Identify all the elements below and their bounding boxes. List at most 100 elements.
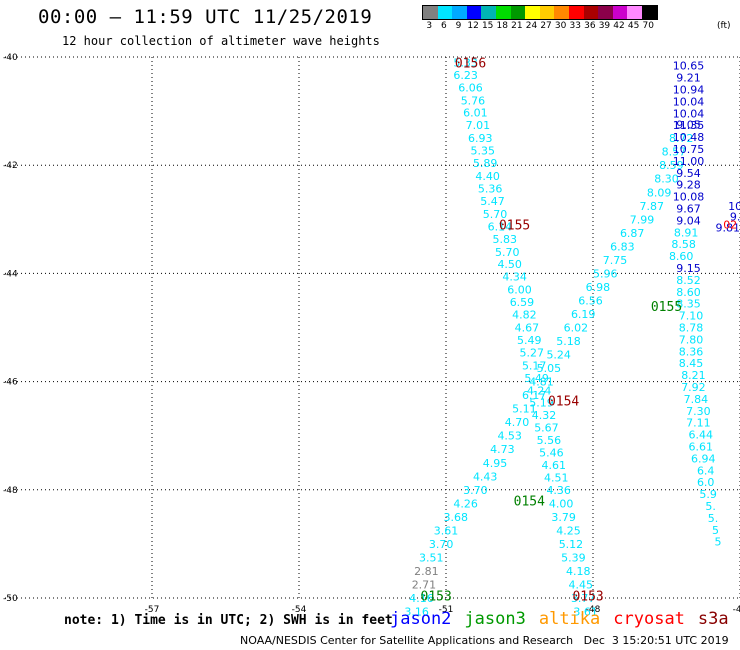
wave-height-value: 7.84 bbox=[684, 393, 709, 406]
wave-height-value: 4.25 bbox=[556, 524, 581, 537]
wave-height-value: 8.45 bbox=[679, 357, 704, 370]
color-scale-label: 70 bbox=[642, 21, 654, 31]
y-tick-label: -48 bbox=[3, 486, 18, 496]
wave-height-value: 5.9 bbox=[699, 488, 717, 501]
wave-height-value: 4.24 bbox=[527, 384, 552, 397]
legend-item-jason3: jason3 bbox=[464, 609, 526, 629]
color-swatch bbox=[583, 6, 599, 19]
wave-height-value: 6.14 bbox=[488, 220, 513, 233]
wave-height-value: 6.4 bbox=[697, 464, 715, 477]
wave-height-value: 2.81 bbox=[414, 565, 439, 578]
wave-height-value: 8.09 bbox=[647, 186, 672, 199]
wave-height-value: 3.79 bbox=[551, 511, 576, 524]
wave-height-value: 5.35 bbox=[471, 145, 496, 158]
wave-height-value: 6.00 bbox=[507, 284, 532, 297]
x-tick-label: -57 bbox=[145, 605, 160, 615]
wave-height-value: 9.05 bbox=[676, 119, 701, 132]
wave-height-value: 6.44 bbox=[689, 429, 714, 442]
wave-height-value: 10.04 bbox=[673, 107, 705, 120]
wave-height-value: 4.32 bbox=[532, 409, 557, 422]
wave-height-value: 6.59 bbox=[510, 296, 535, 309]
footer-note: note: 1) Time is in UTC; 2) SWH is in fe… bbox=[64, 613, 393, 628]
wave-height-value: 5.67 bbox=[534, 422, 559, 435]
x-tick-label: -51 bbox=[439, 605, 454, 615]
wave-height-value: 9.04 bbox=[676, 214, 701, 227]
wave-height-value: 5.89 bbox=[473, 157, 498, 170]
pass-time-label: 0154 bbox=[548, 395, 579, 410]
wave-height-value: 5.83 bbox=[493, 233, 518, 246]
wave-height-value: 6.02 bbox=[564, 322, 589, 335]
wave-height-value: 6.01 bbox=[463, 107, 488, 120]
satellite-legend: jason2 jason3 altika cryosat s3a bbox=[390, 609, 729, 629]
wave-height-value: 5.96 bbox=[593, 267, 618, 280]
wave-height-value: 9.81 bbox=[716, 221, 740, 234]
wave-height-value: 7.10 bbox=[679, 310, 704, 323]
wave-height-value: 6.94 bbox=[691, 452, 716, 465]
legend-item-jason2: jason2 bbox=[390, 609, 452, 629]
legend-item-altika: altika bbox=[538, 609, 601, 629]
wave-height-value: 6.23 bbox=[453, 69, 478, 82]
wave-height-value: 5.70 bbox=[495, 246, 520, 259]
wave-height-value: 6.98 bbox=[586, 281, 611, 294]
legend-item-s3a: s3a bbox=[697, 609, 729, 629]
wave-height-value: 10 bbox=[728, 200, 740, 213]
wave-height-value: 8.91 bbox=[674, 226, 699, 239]
wave-height-value: 6.17 bbox=[522, 389, 547, 402]
color-swatch bbox=[423, 6, 438, 19]
color-swatch bbox=[598, 6, 613, 19]
wave-height-value: 8.58 bbox=[671, 238, 696, 251]
wave-height-value: 4.45 bbox=[569, 578, 594, 591]
wave-height-value: 8.59 bbox=[659, 159, 684, 172]
wave-height-value: 6.61 bbox=[689, 441, 714, 454]
wave-height-value: 3.16 bbox=[404, 606, 429, 619]
color-scale-label: 18 bbox=[496, 21, 508, 31]
wave-height-value: 6.19 bbox=[571, 308, 596, 321]
color-swatch bbox=[568, 6, 584, 19]
wave-height-value: 4.82 bbox=[512, 309, 537, 322]
wave-height-value: 5.70 bbox=[483, 208, 508, 221]
wave-height-value: 4.36 bbox=[546, 484, 571, 497]
wave-height-value: 5.39 bbox=[561, 551, 586, 564]
wave-height-value: 6.06 bbox=[458, 81, 483, 94]
wave-height-value: 7.92 bbox=[681, 381, 706, 394]
wave-height-value: 9.54 bbox=[676, 167, 701, 180]
wave-height-value: 5.05 bbox=[537, 362, 562, 375]
wave-height-value: 8.36 bbox=[679, 345, 704, 358]
wave-height-value: 8.78 bbox=[679, 322, 704, 335]
wave-height-value: 4.95 bbox=[483, 457, 508, 470]
wave-height-value: 9. bbox=[730, 211, 740, 224]
wave-height-value: 10.75 bbox=[673, 143, 705, 156]
wave-height-value: 4.61 bbox=[542, 459, 567, 472]
wave-height-value: 4.73 bbox=[490, 443, 515, 456]
wave-height-value: 8.52 bbox=[676, 274, 701, 287]
wave-height-value: 8.35 bbox=[676, 298, 701, 311]
y-tick-label: -46 bbox=[3, 378, 18, 388]
wave-height-value: 10.65 bbox=[673, 60, 705, 73]
chart-subtitle: 12 hour collection of altimeter wave hei… bbox=[62, 34, 380, 48]
color-swatch bbox=[437, 6, 453, 19]
wave-height-value: 4.00 bbox=[549, 497, 574, 510]
color-swatch bbox=[525, 6, 540, 19]
wave-height-value: 5 bbox=[714, 536, 721, 549]
wave-height-value: 8.30 bbox=[654, 173, 679, 186]
wave-height-value: 10.48 bbox=[673, 131, 705, 144]
wave-height-value: 2.71 bbox=[412, 578, 437, 591]
wave-height-value: 8.57 bbox=[662, 146, 687, 159]
color-scale-bar bbox=[422, 5, 658, 20]
pass-time-label: 0153 bbox=[421, 589, 452, 604]
wave-height-value: 5.33 bbox=[453, 56, 478, 69]
color-scale-label: 3 bbox=[426, 21, 433, 31]
wave-height-value: 7.01 bbox=[466, 119, 491, 132]
wave-height-value: 4.16 bbox=[409, 592, 434, 605]
wave-height-value: 9.28 bbox=[676, 179, 701, 192]
color-swatch bbox=[612, 6, 628, 19]
wave-height-value: 5.36 bbox=[478, 182, 503, 195]
wave-height-value: 7.11 bbox=[686, 417, 711, 430]
wave-height-value: 4.18 bbox=[566, 565, 591, 578]
wave-height-value: 9.67 bbox=[676, 202, 701, 215]
wave-height-value: 9.21 bbox=[676, 72, 701, 85]
wave-height-value: 3.61 bbox=[573, 606, 598, 619]
color-scale-label: 39 bbox=[598, 21, 611, 31]
pass-time-label: 0156 bbox=[455, 56, 486, 71]
